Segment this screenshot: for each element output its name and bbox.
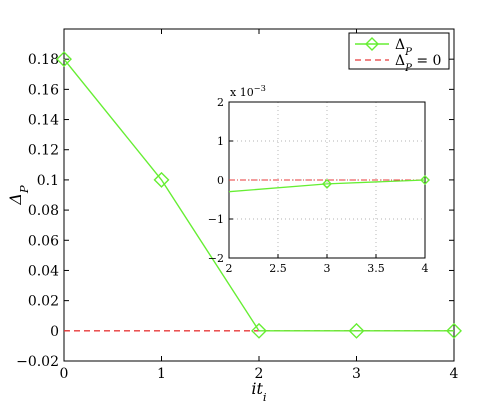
inset-series-point [420, 175, 430, 185]
y-tick-label: 0.1 [37, 173, 59, 189]
y-tick-label: 0.16 [28, 82, 59, 98]
y-tick-label: 0.12 [28, 143, 59, 159]
x-tick-label: 2 [255, 366, 264, 382]
legend-marker-delta-p [365, 37, 379, 51]
legend-label-delta-p: ΔP [395, 37, 412, 58]
x-axis-title: iti [251, 379, 267, 404]
y-tick-label: 0.08 [28, 203, 59, 219]
inset-x-tick-label: 2.5 [269, 262, 287, 275]
delta-p-point [348, 322, 365, 339]
inset-y-tick-label: 0 [217, 174, 224, 187]
y-tick-label: 0 [50, 324, 59, 340]
y-tick-label: 0.14 [28, 113, 59, 129]
inset-series-point [322, 178, 332, 189]
legend-box [348, 32, 450, 70]
y-tick-label: 0.02 [28, 294, 59, 310]
y-axis-title: ΔP [6, 185, 31, 206]
inset-x-tick-label: 2 [226, 262, 233, 275]
delta-p-series-line [63, 58, 454, 332]
inset-x-tick-label: 4 [422, 262, 429, 275]
inset-x-tick-label: 3.5 [367, 262, 385, 275]
x-tick-label: 3 [352, 366, 361, 382]
inset-y-scale-exponent: −3 [254, 83, 266, 93]
x-tick-label: 4 [450, 366, 459, 382]
inset-y-tick-label: 2 [217, 96, 224, 109]
x-tick-label: 0 [60, 366, 69, 382]
delta-p-point [251, 322, 267, 339]
y-tick-label: 0.06 [28, 233, 59, 249]
inset-x-tick-label: 3 [324, 262, 331, 275]
inset-y-tick-label: 1 [217, 135, 224, 148]
y-tick-label: 0.04 [28, 263, 59, 279]
y-tick-label: 0.18 [28, 52, 59, 68]
inset-y-tick-label: −2 [208, 252, 224, 265]
inset-series-line [228, 179, 426, 193]
delta-p-point [56, 51, 72, 68]
delta-p-point [446, 322, 462, 339]
x-tick-label: 1 [157, 366, 166, 382]
legend-label-zero: ΔP = 0 [395, 53, 441, 74]
delta-p-point [153, 171, 170, 188]
y-tick-label: −0.02 [16, 354, 59, 370]
inset-y-tick-label: −1 [208, 213, 224, 226]
